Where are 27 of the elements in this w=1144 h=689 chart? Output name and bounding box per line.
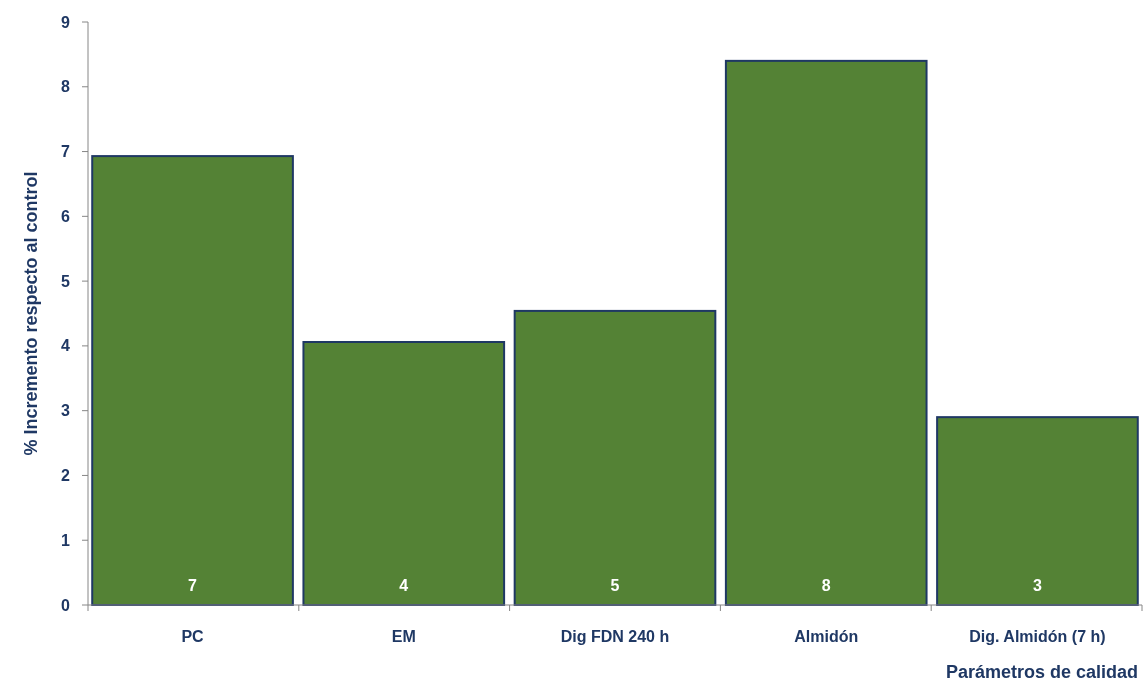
y-tick-label: 8 bbox=[61, 78, 71, 96]
y-tick-label: 1 bbox=[61, 531, 71, 549]
y-axis-title: % Incremento respecto al control bbox=[21, 171, 41, 456]
data-label: 5 bbox=[610, 577, 620, 594]
x-axis-title: Parámetros de calidad bbox=[945, 662, 1138, 682]
y-tick-label: 0 bbox=[61, 596, 71, 614]
y-tick-label: 6 bbox=[61, 207, 71, 225]
data-label: 8 bbox=[821, 577, 831, 594]
y-tick-label: 5 bbox=[61, 272, 71, 290]
x-tick-label: EM bbox=[391, 628, 416, 645]
y-tick-label: 2 bbox=[61, 467, 71, 485]
x-tick-label: PC bbox=[181, 628, 205, 645]
bar bbox=[936, 416, 1139, 606]
x-tick-label: Almidón bbox=[794, 628, 859, 645]
bar bbox=[513, 309, 717, 606]
data-label: 3 bbox=[1032, 577, 1042, 594]
y-tick-label: 9 bbox=[61, 13, 71, 31]
data-label: 4 bbox=[399, 577, 409, 594]
bar bbox=[724, 59, 928, 606]
bar bbox=[302, 341, 506, 606]
x-tick-label: Dig. Almidón (7 h) bbox=[969, 628, 1106, 645]
y-tick-label: 7 bbox=[61, 143, 71, 161]
y-tick-label: 3 bbox=[61, 402, 71, 420]
bar bbox=[91, 155, 294, 606]
x-tick-label: Dig FDN 240 h bbox=[560, 628, 670, 645]
data-label: 7 bbox=[188, 577, 198, 594]
y-tick-label: 4 bbox=[61, 337, 71, 355]
